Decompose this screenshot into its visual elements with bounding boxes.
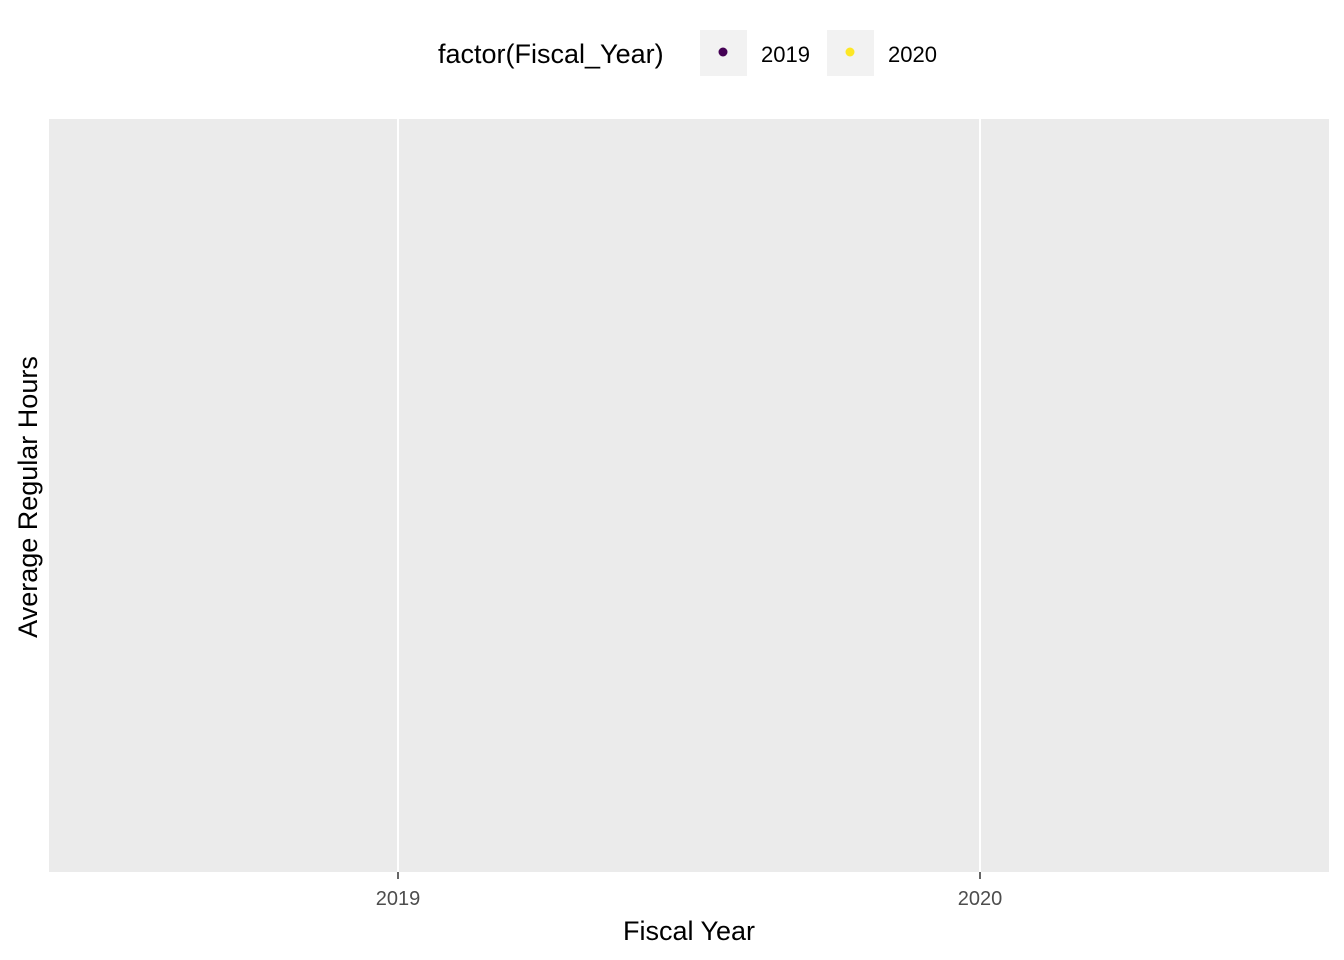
x-axis-title: Fiscal Year	[623, 916, 755, 946]
x-tick-label-2019: 2019	[376, 888, 421, 910]
legend-entry-2019: 2019	[700, 30, 810, 76]
x-tick-label-2020: 2020	[958, 888, 1003, 910]
legend-label-2020: 2020	[888, 42, 937, 67]
legend: factor(Fiscal_Year) 2019 2020	[438, 30, 937, 76]
legend-dot-2019	[718, 47, 728, 57]
legend-title: factor(Fiscal_Year)	[438, 39, 664, 69]
legend-dot-2020	[845, 47, 855, 57]
plot-panel	[49, 119, 1329, 872]
legend-label-2019: 2019	[761, 42, 810, 67]
y-axis-title: Average Regular Hours	[13, 356, 43, 638]
legend-entry-2020: 2020	[827, 30, 937, 76]
